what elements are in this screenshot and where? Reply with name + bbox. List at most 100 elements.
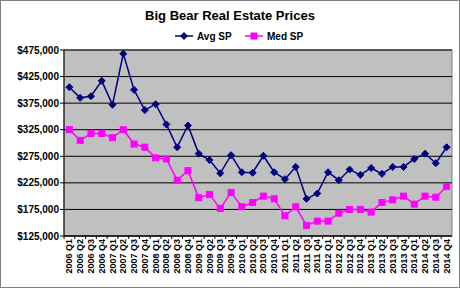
x-tick bbox=[268, 236, 269, 239]
x-tick-label: 2013 Q1 bbox=[366, 239, 376, 274]
marker bbox=[303, 195, 310, 202]
marker bbox=[185, 168, 191, 174]
marker bbox=[325, 169, 332, 176]
marker bbox=[141, 107, 148, 114]
marker bbox=[217, 205, 223, 211]
marker bbox=[368, 209, 374, 215]
marker bbox=[99, 130, 105, 136]
y-tick bbox=[60, 76, 64, 77]
x-tick bbox=[258, 236, 259, 239]
marker bbox=[271, 196, 277, 202]
marker bbox=[336, 210, 342, 216]
marker bbox=[120, 50, 127, 57]
y-tick bbox=[60, 182, 64, 183]
marker bbox=[314, 190, 321, 197]
marker bbox=[163, 121, 170, 128]
y-tick bbox=[60, 50, 64, 51]
y-tick-label: $275,000 bbox=[17, 151, 59, 162]
marker bbox=[196, 195, 202, 201]
y-tick-label: $475,000 bbox=[17, 45, 59, 56]
x-tick bbox=[441, 236, 442, 239]
marker bbox=[400, 163, 407, 170]
legend: Avg SPMed SP bbox=[175, 31, 303, 42]
marker bbox=[260, 193, 266, 199]
x-tick-label: 2013 Q4 bbox=[399, 239, 409, 274]
title: Big Bear Real Estate Prices bbox=[145, 8, 315, 23]
x-tick-label: 2014 Q4 bbox=[442, 239, 452, 274]
y-tick-label: $325,000 bbox=[17, 124, 59, 135]
marker bbox=[207, 192, 213, 198]
x-tick-label: 2010 Q3 bbox=[258, 239, 268, 274]
marker bbox=[174, 144, 181, 151]
x-tick-label: 2012 Q1 bbox=[323, 239, 333, 274]
marker bbox=[282, 213, 288, 219]
x-tick-label: 2010 Q2 bbox=[248, 239, 258, 274]
x-tick-label: 2007 Q1 bbox=[108, 239, 118, 274]
y-tick bbox=[60, 236, 64, 237]
marker bbox=[357, 171, 364, 178]
grid-line bbox=[64, 156, 452, 157]
y-tick-label: $225,000 bbox=[17, 177, 59, 188]
x-tick-label: 2014 Q3 bbox=[431, 239, 441, 274]
x-tick-label: 2008 Q2 bbox=[161, 239, 171, 274]
marker bbox=[163, 156, 169, 162]
y-tick bbox=[60, 129, 64, 130]
x-tick-label: 2007 Q4 bbox=[140, 239, 150, 274]
x-tick-label: 2014 Q1 bbox=[409, 239, 419, 274]
marker bbox=[88, 130, 94, 136]
x-tick-label: 2011 Q2 bbox=[291, 239, 301, 273]
chart-border bbox=[1, 1, 460, 288]
marker bbox=[228, 152, 235, 159]
chart-svg: Big Bear Real Estate Prices$125,000$175,… bbox=[0, 0, 460, 288]
marker bbox=[153, 155, 159, 161]
x-tick-label: 2006 Q3 bbox=[86, 239, 96, 274]
x-tick-label: 2010 Q4 bbox=[269, 239, 279, 274]
marker bbox=[411, 155, 418, 162]
marker bbox=[195, 150, 202, 157]
x-tick bbox=[139, 236, 140, 239]
marker bbox=[120, 127, 126, 133]
marker bbox=[152, 101, 159, 108]
marker bbox=[250, 200, 256, 206]
grid-line bbox=[64, 182, 452, 183]
x-tick bbox=[161, 236, 162, 239]
x-tick bbox=[333, 236, 334, 239]
x-tick bbox=[365, 236, 366, 239]
x-tick bbox=[225, 236, 226, 239]
x-tick bbox=[193, 236, 194, 239]
marker bbox=[379, 200, 385, 206]
x-tick-label: 2013 Q2 bbox=[377, 239, 387, 274]
marker bbox=[131, 141, 137, 147]
x-tick-label: 2009 Q3 bbox=[215, 239, 225, 274]
marker bbox=[389, 163, 396, 170]
x-tick-label: 2011 Q4 bbox=[312, 239, 322, 273]
legend-label: Avg SP bbox=[197, 31, 232, 42]
marker bbox=[401, 193, 407, 199]
marker bbox=[422, 150, 429, 157]
x-tick bbox=[279, 236, 280, 239]
x-tick-label: 2010 Q1 bbox=[237, 239, 247, 274]
x-tick-label: 2006 Q1 bbox=[64, 239, 74, 274]
marker bbox=[238, 169, 245, 176]
x-tick-label: 2009 Q2 bbox=[205, 239, 215, 274]
x-tick-label: 2013 Q3 bbox=[388, 239, 398, 274]
x-tick bbox=[171, 236, 172, 239]
marker bbox=[109, 101, 116, 108]
series-line bbox=[69, 54, 446, 199]
x-tick-label: 2009 Q4 bbox=[226, 239, 236, 274]
marker bbox=[378, 170, 385, 177]
marker bbox=[217, 170, 224, 177]
marker bbox=[304, 222, 310, 228]
x-tick bbox=[301, 236, 302, 239]
marker bbox=[443, 144, 450, 151]
marker bbox=[281, 176, 288, 183]
marker bbox=[411, 201, 417, 207]
marker bbox=[390, 197, 396, 203]
x-tick-label: 2007 Q2 bbox=[118, 239, 128, 274]
marker bbox=[293, 204, 299, 210]
x-tick-label: 2006 Q2 bbox=[75, 239, 85, 274]
marker bbox=[66, 84, 73, 91]
x-tick-label: 2014 Q2 bbox=[420, 239, 430, 274]
y-tick-label: $125,000 bbox=[17, 231, 59, 242]
marker bbox=[98, 77, 105, 84]
